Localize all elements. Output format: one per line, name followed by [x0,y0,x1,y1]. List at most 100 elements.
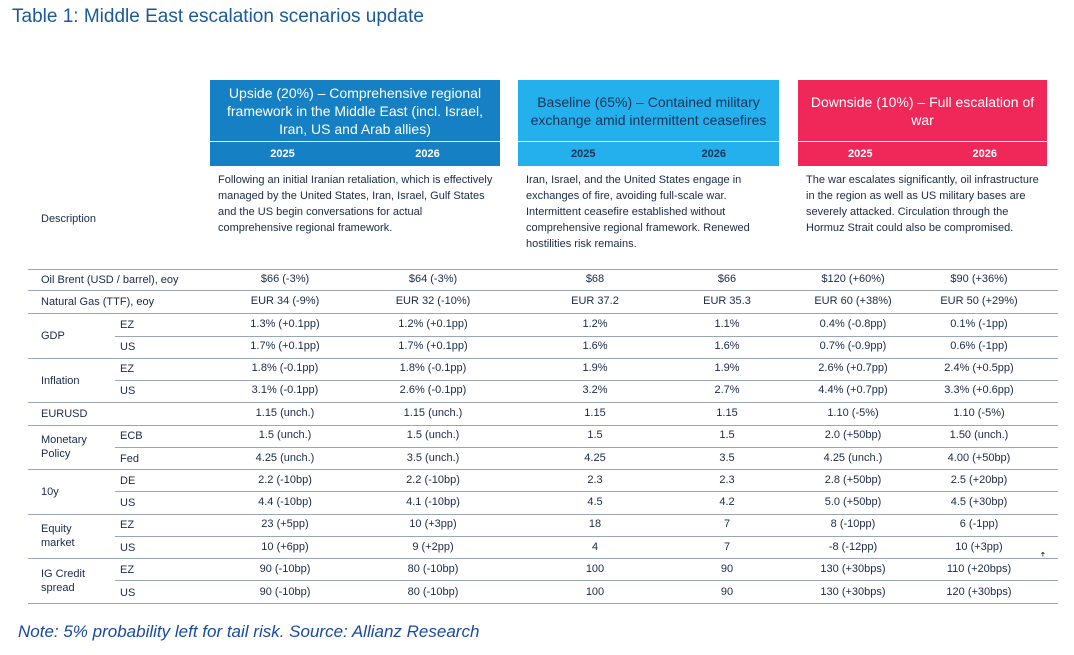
table-cell: 1.6% [714,340,740,352]
table-cell: 4 [591,541,599,553]
table-cell: 7 [723,518,731,530]
table-cell: 2.3 [587,474,603,486]
rule [28,402,1058,403]
table-cell: 7 [723,541,731,553]
label-gdp: GDP [41,330,65,342]
table-cell: 0.1% (-1pp) [950,318,1008,330]
description-downside: The war escalates significantly, oil inf… [806,174,1039,234]
table-title: Table 1: Middle East escalation scenario… [12,6,424,27]
rule [28,313,1058,314]
table-cell: 3.1% (-0.1pp) [251,384,319,396]
table-cell: EUR 60 (+38%) [814,295,892,307]
table-cell: 0.7% (-0.9pp) [819,340,887,352]
table-cell: 90 (-10bp) [259,586,311,598]
table-cell: 23 (+5pp) [261,518,309,530]
table-cell: 1.1% [714,318,740,330]
label-inflation: Inflation [41,375,80,387]
table-cell: 2.2 (-10bp) [258,474,312,486]
label-oil-brent: Oil Brent (USD / barrel), eoy [41,274,179,286]
table-cell: 4.4% (+0.7pp) [818,384,888,396]
row-sublabel: US [120,385,136,397]
table-cell: 2.2 (-10bp) [406,474,460,486]
table-cell: 1.15 (unch.) [255,407,315,419]
table-cell: EUR 35.3 [703,295,751,307]
description-upside: Following an initial Iranian retaliation… [218,174,493,234]
table-cell: 1.2% (+0.1pp) [398,318,468,330]
rule [115,380,1058,381]
label-eurusd: EURUSD [41,408,88,420]
table-cell: 6 (-1pp) [959,518,999,530]
table-cell: 3.5 (unch.) [406,452,460,464]
table-cell: EUR 34 (-9%) [250,295,320,307]
table-cell: 1.5 [587,429,603,441]
table-cell: 4.5 [587,496,603,508]
table-cell: 2.6% (-0.1pp) [399,384,467,396]
table-cell: 100 [585,586,605,598]
year-2025: 2025 [848,148,873,160]
rule [115,580,1058,581]
row-sublabel: DE [120,475,136,487]
label-natural-gas: Natural Gas (TTF), eoy [41,296,155,308]
year-2026: 2026 [701,148,726,160]
row-sublabel: US [120,587,136,599]
year-2025: 2025 [571,148,596,160]
table-cell: 1.15 (unch.) [403,407,463,419]
label-equity-market: Equity market [41,523,75,549]
table-cell: 90 (-10bp) [259,563,311,575]
table-cell: 1.6% [582,340,608,352]
table-cell: 4.25 (unch.) [823,452,883,464]
year-row-upside: 2025 2026 [210,142,500,166]
source-note: Note: 5% probability left for tail risk.… [18,622,480,641]
table-cell: 2.0 (+50bp) [824,429,882,441]
label-monetary-policy: Monetary Policy [41,434,87,460]
table-cell: 1.9% [582,362,608,374]
table-cell: 2.4% (+0.5pp) [944,362,1014,374]
table-cell: 130 (+30bps) [820,563,886,575]
table-cell: 1.5 (unch.) [406,429,460,441]
header-upside: Upside (20%) – Comprehensive regional fr… [210,80,500,141]
table-cell: 10 (+3pp) [409,518,457,530]
row-sublabel: US [120,341,136,353]
header-downside: Downside (10%) – Full escalation of war [798,80,1047,141]
table-cell: $66 (-3%) [260,273,310,285]
table-cell: 8 (-10pp) [830,518,876,530]
table-cell: 4.25 (unch.) [255,452,315,464]
rule [28,558,1058,559]
table-cell: 1.8% (-0.1pp) [251,362,319,374]
rule [28,425,1058,426]
label-10y: 10y [41,486,59,498]
table-cell: 1.10 (-5%) [827,407,879,419]
table-cell: 80 (-10bp) [407,563,459,575]
table-cell: 3.2% [582,384,608,396]
year-2025: 2025 [270,148,295,160]
row-sublabel: US [120,497,136,509]
table-cell: $120 (+60%) [821,273,885,285]
table-cell: 0.4% (-0.8pp) [819,318,887,330]
table-cell: 100 [585,563,605,575]
table-cell: 1.5 (unch.) [258,429,312,441]
table-cell: $64 (-3%) [408,273,458,285]
description-label: Description [41,213,97,225]
year-2026: 2026 [972,148,997,160]
table-cell: 1.9% [714,362,740,374]
table-cell: 3.5 [719,452,735,464]
table-cell: 4.25 [584,452,606,464]
table-cell: $66 [717,273,737,285]
row-sublabel: EZ [120,519,135,531]
year-row-downside: 2025 2026 [798,142,1047,166]
table-cell: -8 (-12pp) [828,541,878,553]
table-cell: 10 (+6pp) [261,541,309,553]
table-cell: 4.2 [719,496,735,508]
description-baseline: Iran, Israel, and the United States enga… [526,174,750,250]
table-cell: 4.00 (+50bp) [947,452,1011,464]
table-cell: 120 (+30bps) [946,586,1012,598]
table-cell: 130 (+30bps) [820,586,886,598]
year-2026: 2026 [415,148,440,160]
rule [28,469,1058,470]
rule [115,336,1058,337]
rule [28,514,1058,515]
table-cell: 2.7% [714,384,740,396]
table-cell: 90 [720,586,734,598]
table-cell: $90 (+36%) [950,273,1008,285]
rule [28,290,1058,291]
